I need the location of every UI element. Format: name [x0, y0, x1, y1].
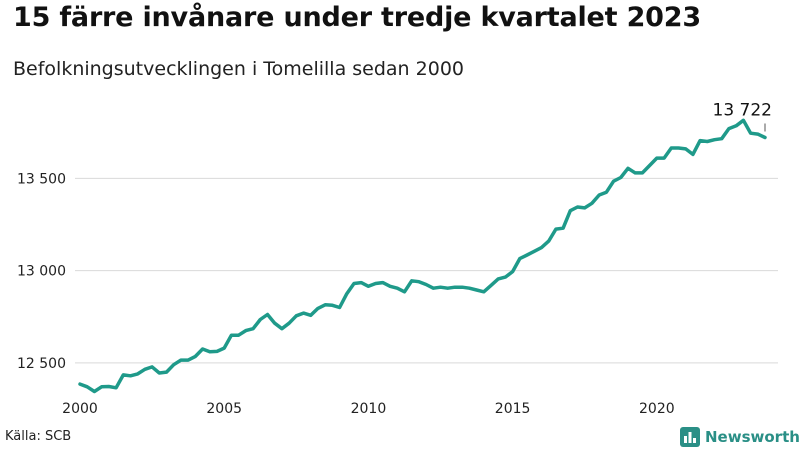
x-tick-label: 2015: [495, 401, 531, 417]
last-value-label: 13 722: [713, 100, 772, 120]
source-note: Källa: SCB: [5, 429, 72, 444]
x-axis-tick-labels: 2000 2005 2010 2015 2020: [62, 401, 674, 417]
bar-chart-logo-icon: [680, 427, 700, 447]
data-label-layer: 13 722: [713, 100, 772, 132]
y-tick-label: 12 500: [17, 356, 66, 372]
x-tick-label: 2005: [206, 401, 242, 417]
x-tick-label: 2020: [639, 401, 675, 417]
y-axis-tick-labels: 12 500 13 000 13 500: [17, 171, 66, 371]
y-tick-label: 13 000: [17, 264, 66, 280]
chart-subtitle: Befolkningsutvecklingen i Tomelilla seda…: [13, 58, 464, 80]
series-line: [78, 118, 767, 394]
gridlines: [75, 177, 778, 364]
x-tick-label: 2010: [351, 401, 387, 417]
y-tick-label: 13 500: [17, 171, 66, 187]
brand-name: Newsworthy: [705, 428, 800, 446]
x-tick-label: 2000: [62, 401, 98, 417]
series-layer: [78, 118, 767, 394]
chart-title: 15 färre invånare under tredje kvartalet…: [13, 2, 701, 33]
brand-logo: Newsworthy: [680, 426, 800, 448]
